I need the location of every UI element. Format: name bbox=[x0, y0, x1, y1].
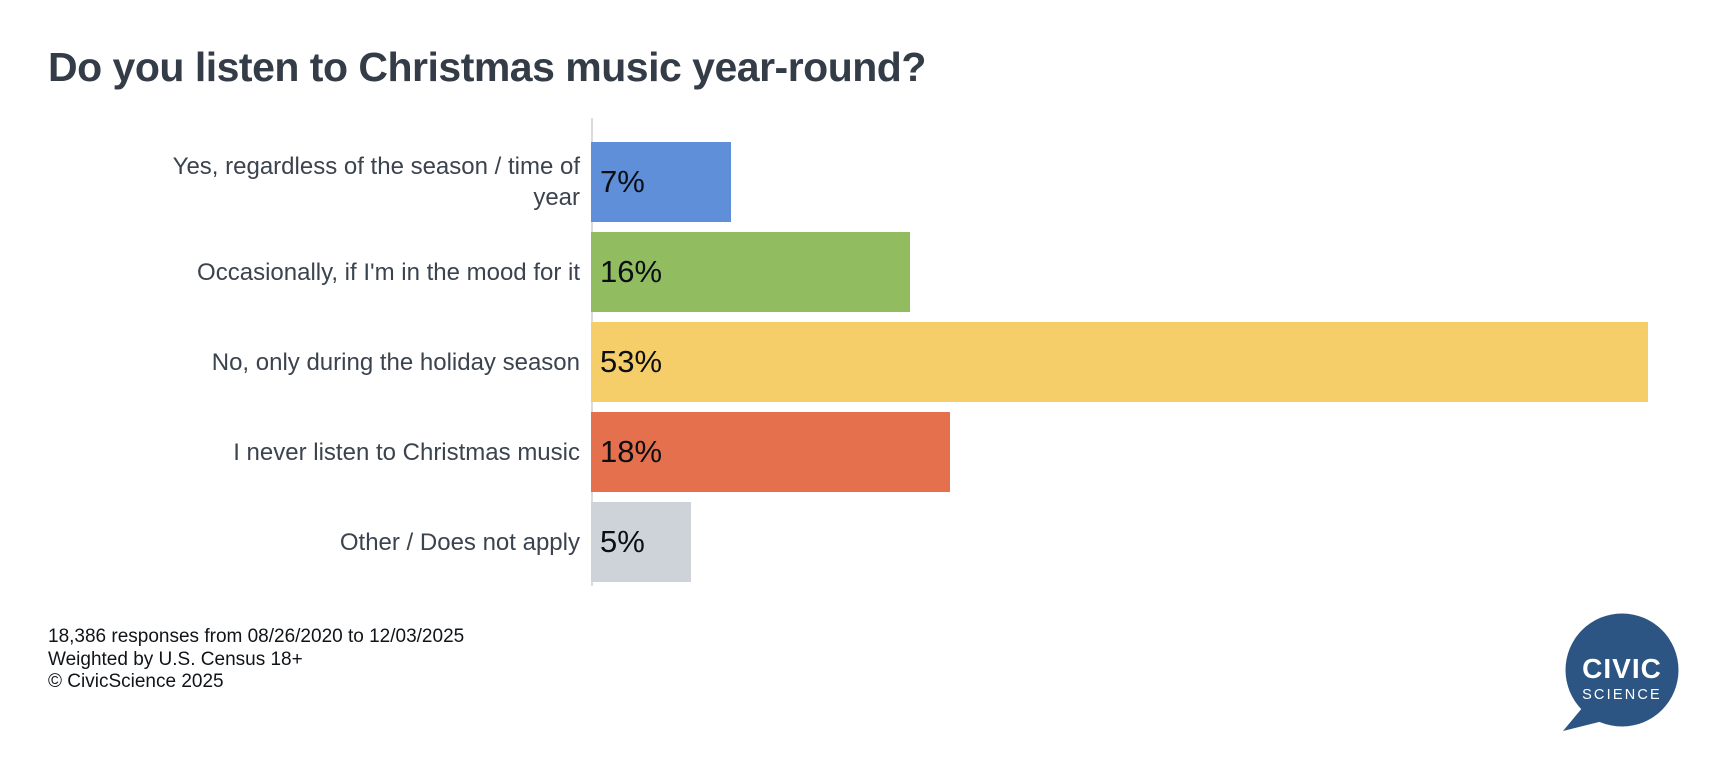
logo-text-civic: CIVIC bbox=[1582, 653, 1662, 684]
bar-track: 16% bbox=[591, 232, 1648, 312]
category-label: Occasionally, if I'm in the mood for it bbox=[197, 258, 580, 286]
bar-track: 7% bbox=[591, 142, 1648, 222]
category-label: Other / Does not apply bbox=[339, 528, 580, 556]
weighting-note: Weighted by U.S. Census 18+ bbox=[48, 648, 303, 670]
chart-title: Do you listen to Christmas music year-ro… bbox=[48, 44, 926, 90]
bar-track: 5% bbox=[591, 502, 1648, 582]
bar: 5% bbox=[591, 502, 691, 582]
bar-row: Other / Does not apply 5% bbox=[48, 497, 1648, 587]
footer-notes: 18,386 responses from 08/26/2020 to 12/0… bbox=[48, 626, 464, 694]
bar-row: No, only during the holiday season 53% bbox=[48, 317, 1648, 407]
value-label: 53% bbox=[600, 344, 663, 379]
category-label: No, only during the holiday season bbox=[211, 348, 580, 376]
bar: 18% bbox=[591, 412, 950, 492]
copyright-note: © CivicScience 2025 bbox=[48, 671, 224, 692]
bar-row: I never listen to Christmas music 18% bbox=[48, 407, 1648, 497]
value-label: 16% bbox=[600, 254, 663, 289]
logo-speech-bubble bbox=[1565, 613, 1679, 727]
bar: 16% bbox=[591, 232, 911, 312]
category-label: I never listen to Christmas music bbox=[233, 438, 580, 466]
bar-row: Occasionally, if I'm in the mood for it … bbox=[48, 227, 1648, 317]
bar-chart: Yes, regardless of the season / time of … bbox=[48, 118, 1648, 587]
bar-row: Yes, regardless of the season / time of … bbox=[48, 137, 1648, 227]
logo-speech-bubble-tail bbox=[1563, 707, 1607, 731]
value-label: 18% bbox=[600, 434, 663, 469]
bar-track: 18% bbox=[591, 412, 1648, 492]
value-label: 7% bbox=[600, 164, 645, 199]
bar: 7% bbox=[591, 142, 731, 222]
responses-note: 18,386 responses from 08/26/2020 to 12/0… bbox=[48, 626, 465, 647]
logo-text-science: SCIENCE bbox=[1582, 687, 1662, 703]
bar-track: 53% bbox=[591, 322, 1648, 402]
category-label: Yes, regardless of the season / time of … bbox=[172, 153, 580, 211]
civicscience-logo: CIVIC SCIENCE bbox=[1563, 613, 1679, 731]
bar: 53% bbox=[591, 322, 1648, 402]
value-label: 5% bbox=[600, 524, 645, 559]
